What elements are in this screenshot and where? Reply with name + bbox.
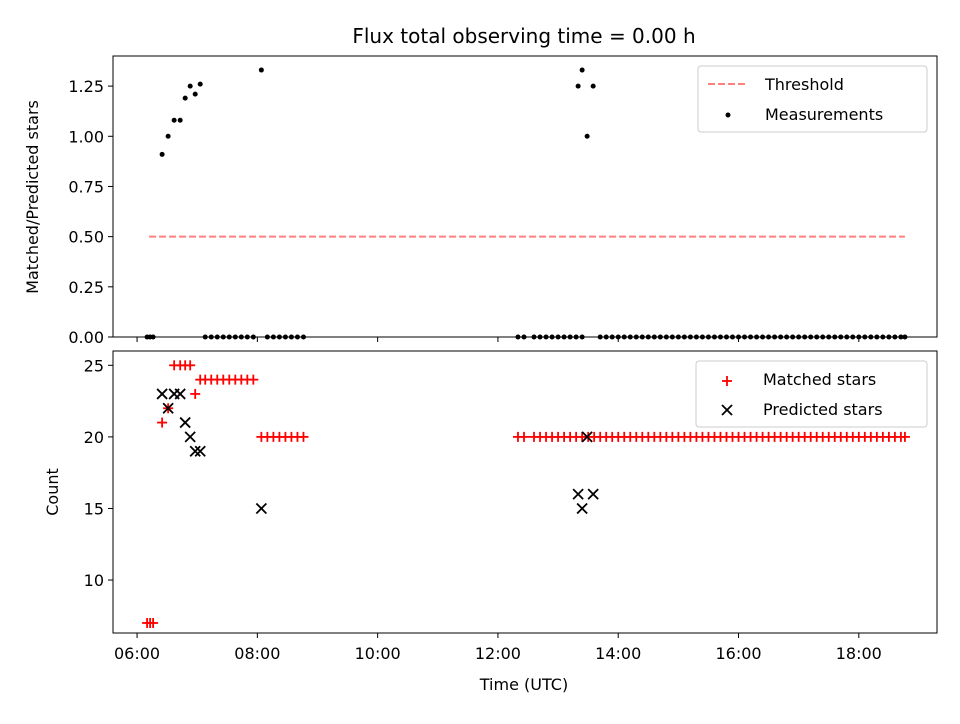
predicted-star-point [174,388,186,400]
bottom-y-tick-label: 20 [84,428,104,447]
predicted-star-point [194,445,206,457]
top-y-tick-label: 1.00 [68,127,104,146]
predicted-star-stroke-b [587,488,599,500]
top-y-tick-label: 0.75 [68,177,104,196]
top-y-tick-label: 0.00 [68,328,104,347]
predicted-star-stroke-b [255,502,267,515]
measurement-point [584,133,590,139]
predicted-star-stroke-b [576,502,588,515]
bottom-axes: 10 15 20 25 06:00 08:00 10:00 12:00 14:00 16:00 1… [43,350,938,694]
bottom-y-axis-label: Count [43,468,62,516]
measurement-point [575,83,581,89]
predicted-star-point [156,388,168,400]
predicted-star-stroke-b [189,445,201,457]
measurement-point [590,83,596,89]
legend-matched-label: Matched stars [763,370,876,389]
matched-star-point [518,431,529,442]
predicted-star-stroke-b [581,431,593,443]
predicted-star-stroke-b [194,445,206,457]
top-axes-frame [112,55,938,338]
bottom-x-tick-label: 14:00 [595,644,641,663]
bottom-axes-frame [112,350,938,634]
predicted-star-stroke-b [156,388,168,400]
predicted-star-point [572,488,584,500]
measurement-point [192,91,198,97]
bottom-x-tick-label: 16:00 [715,644,761,663]
legend-predicted-label: Predicted stars [763,400,883,419]
measurement-point [187,83,193,89]
top-y-ticks: 0.00 0.25 0.50 0.75 1.00 1.25 [68,77,113,347]
bottom-y-tick-label: 10 [84,571,104,590]
top-y-tick-label: 0.50 [68,228,104,247]
bottom-x-tick-label: 12:00 [475,644,521,663]
predicted-star-stroke-b [179,416,191,429]
legend-measurements-label: Measurements [765,105,883,124]
matched-star-point [157,417,168,428]
legend-threshold-label: Threshold [764,75,844,94]
top-y-tick-label: 1.25 [68,77,104,96]
matched-star-point [185,360,196,371]
top-legend-box [697,65,928,133]
measurement-point [197,81,203,87]
matched-star-point [298,431,309,442]
predicted-star-point [581,431,593,443]
bottom-y-ticks: 10 15 20 25 [84,356,113,590]
chart-title: Flux total observing time = 0.00 h [352,24,695,48]
measurement-point [258,67,264,73]
bottom-x-ticks: 06:00 08:00 10:00 12:00 14:00 16:00 18:00 [114,633,882,663]
predicted-star-stroke-b [174,388,186,400]
predicted-star-point [255,502,267,515]
measurement-point [165,133,171,139]
legend-measurements-swatch [725,112,731,118]
bottom-legend-box [695,360,928,428]
predicted-star-point [576,502,588,515]
measurement-point [159,151,165,157]
top-y-axis-label: Matched/Predicted stars [23,100,42,294]
predicted-star-stroke-b [184,431,196,443]
predicted-star-point [184,431,196,443]
top-x-ticks [136,337,860,342]
legend-matched-swatch [722,376,732,386]
measurement-point [182,95,188,101]
bottom-x-tick-label: 06:00 [114,644,160,663]
predicted-star-stroke-b [162,402,174,414]
top-y-tick-label: 0.25 [68,278,104,297]
matched-star-point [190,388,201,399]
bottom-x-tick-label: 08:00 [234,644,280,663]
matched-star-point [248,374,259,385]
legend-predicted-swatch [721,404,733,416]
measurement-point [579,67,585,73]
bottom-x-tick-label: 10:00 [355,644,401,663]
bottom-legend: Matched stars Predicted stars [695,360,928,428]
top-legend: Threshold Measurements [697,65,928,133]
matched-star-point [148,617,159,628]
measurement-point [171,117,177,123]
predicted-star-point [189,445,201,457]
predicted-star-point [587,488,599,500]
bottom-y-tick-label: 15 [84,499,104,518]
x-axis-label: Time (UTC) [479,675,568,694]
predicted-star-point [179,416,191,429]
top-axes: Flux total observing time = 0.00 h 0.000… [23,24,938,347]
matched-star-point [899,431,910,442]
measurement-point [177,117,183,123]
bottom-x-tick-label: 18:00 [836,644,882,663]
bottom-plot-marks [142,360,910,628]
bottom-y-tick-label: 25 [84,356,104,375]
predicted-star-point [162,402,174,414]
predicted-star-stroke-b [572,488,584,500]
